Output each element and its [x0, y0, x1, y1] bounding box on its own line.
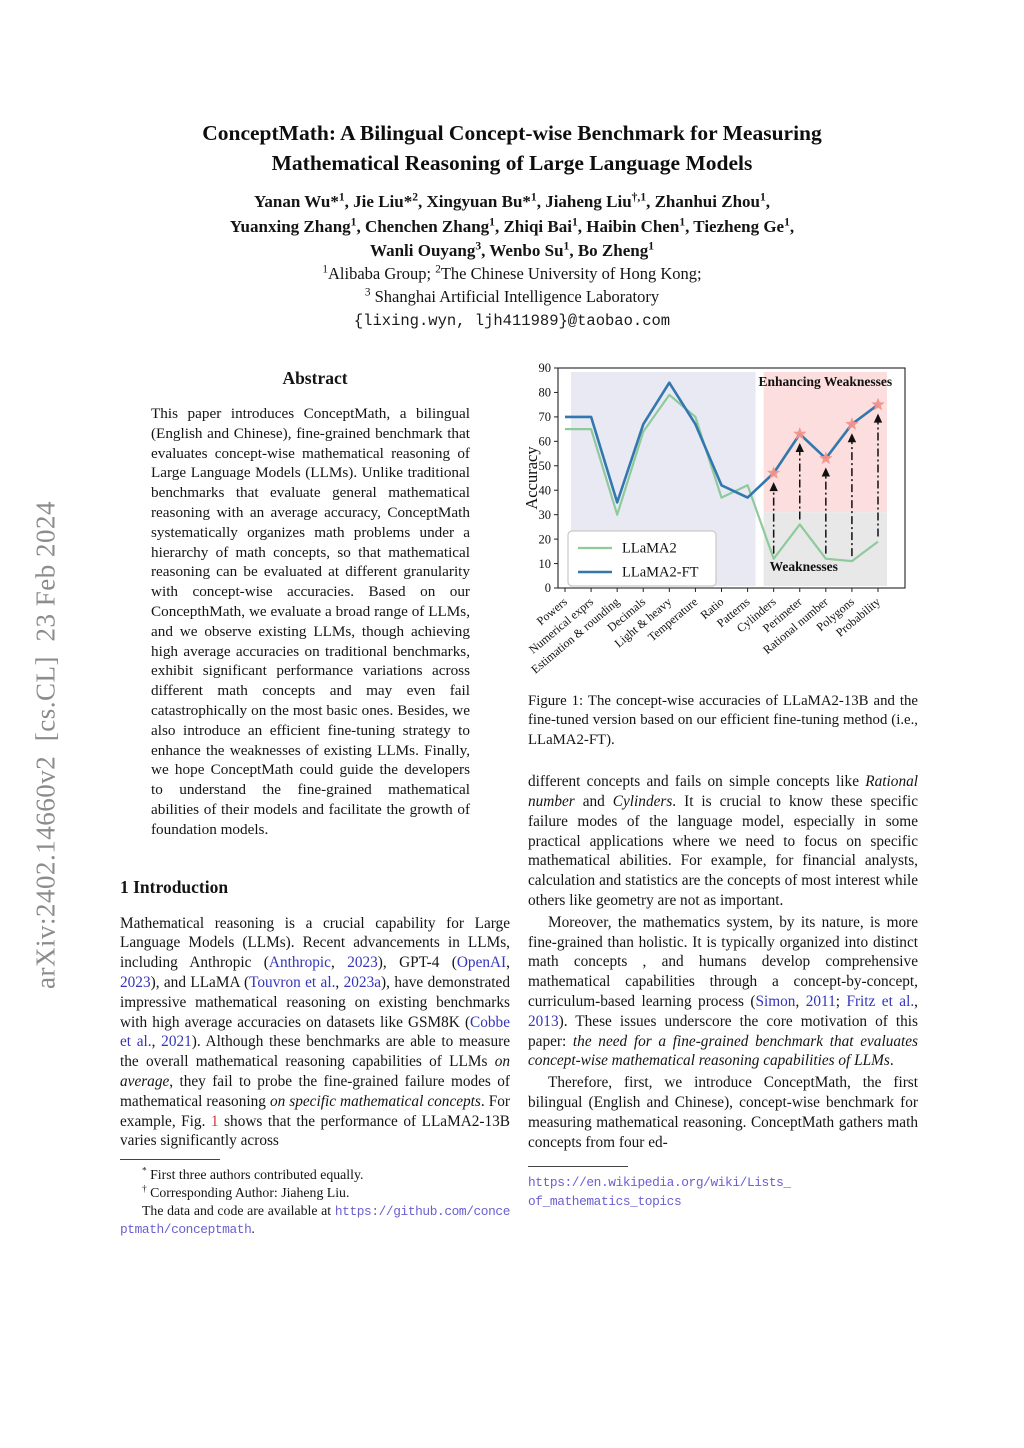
- superscript: *: [142, 1166, 147, 1177]
- footnote-code-link: The data and code are available at https…: [120, 1202, 510, 1238]
- superscript: 1: [489, 214, 495, 228]
- superscript: 2: [412, 190, 418, 204]
- superscript: 1: [563, 239, 570, 253]
- footnote-equal-contribution: * First three authors contributed equall…: [142, 1166, 364, 1183]
- url-link[interactable]: https://github.com/conceptmath/conceptma…: [120, 1203, 510, 1238]
- citation-link[interactable]: 2011: [805, 992, 836, 1010]
- abstract-text: This paper introduces ConceptMath, a bil…: [151, 405, 470, 838]
- citation-link[interactable]: Cobbe et al.: [120, 1013, 510, 1051]
- citation-link[interactable]: 2023: [120, 973, 151, 991]
- footnote-rule: [528, 1166, 628, 1168]
- superscript: 1: [759, 190, 766, 204]
- contact-email: {lixing.wyn, ljh411989}@taobao.com: [353, 312, 671, 330]
- body-paragraph: different concepts and fails on simple c…: [528, 773, 918, 909]
- italic-text: on specific mathematical concepts: [269, 1092, 481, 1110]
- figure1-caption: Figure 1: The concept-wise accuracies of…: [528, 693, 918, 748]
- svg-text:LLaMA2-FT: LLaMA2-FT: [622, 565, 699, 581]
- svg-text:80: 80: [539, 386, 552, 400]
- url-link[interactable]: of_mathematics_topics: [528, 1194, 682, 1210]
- url-link[interactable]: https://en.wikipedia.org/wiki/Lists_: [528, 1175, 791, 1191]
- intro-paragraph: Mathematical reasoning is a crucial capa…: [120, 914, 510, 1150]
- figure-ref-link[interactable]: 1: [210, 1112, 219, 1130]
- superscript: 2: [435, 263, 441, 276]
- superscript: 1: [322, 263, 328, 276]
- citation-link[interactable]: Fritz et al.: [846, 992, 915, 1010]
- paper-title: ConceptMath: A Bilingual Concept-wise Be…: [0, 118, 1024, 178]
- superscript: †: [142, 1184, 147, 1195]
- author-list: Yanan Wu*1, Jie Liu*2, Xingyuan Bu*1, Ji…: [0, 190, 1024, 264]
- right-column: 0 10 20 30 40 50 60 70 80 90 Powers Numerical exprs…: [522, 360, 918, 1211]
- svg-text:60: 60: [539, 435, 552, 449]
- body-paragraph: Moreover, the mathematics system, by its…: [528, 913, 918, 1070]
- superscript: 1: [530, 190, 537, 204]
- superscript: 1: [350, 214, 357, 228]
- italic-text: Rational number: [528, 773, 918, 811]
- superscript: 1: [784, 214, 790, 228]
- superscript: 1: [571, 214, 578, 228]
- italic-text: on average: [120, 1053, 510, 1090]
- right-footnote-block: https://en.wikipedia.org/wiki/Lists_ of_m…: [528, 1166, 918, 1211]
- section-heading-introduction: 1 Introduction: [120, 876, 229, 897]
- author-line: Yuanxing Zhang1, Chenchen Zhang1, Zhiqi …: [229, 214, 795, 236]
- abstract-heading: Abstract: [282, 368, 348, 388]
- citation-link[interactable]: Anthropic: [268, 954, 331, 972]
- left-footnote-block: * First three authors contributed equall…: [120, 1159, 510, 1239]
- affiliation-line: 1Alibaba Group; 2The Chinese University …: [322, 263, 702, 283]
- citation-link[interactable]: 2013: [528, 1012, 559, 1030]
- svg-text:30: 30: [539, 508, 552, 522]
- svg-text:40: 40: [539, 483, 552, 497]
- svg-text:0: 0: [545, 581, 551, 595]
- superscript: 3: [475, 239, 482, 253]
- left-column: Abstract This paper introduces ConceptMa…: [120, 360, 510, 1239]
- svg-text:Weaknesses: Weaknesses: [770, 559, 838, 574]
- citation-link[interactable]: 2021: [161, 1033, 192, 1051]
- arxiv-sidebar-label: arXiv:2402.14660v2 [cs.CL] 23 Feb 2024: [30, 501, 61, 989]
- paper-title-line2: Mathematical Reasoning of Large Language…: [271, 151, 753, 175]
- affiliation-line: 3 Shanghai Artificial Intelligence Labor…: [364, 286, 660, 306]
- author-line: Wanli Ouyang3, Wenbo Su1, Bo Zheng1: [370, 239, 654, 260]
- footnote-rule: [120, 1159, 220, 1161]
- superscript: 1: [679, 214, 686, 228]
- citation-link[interactable]: Simon: [755, 992, 796, 1010]
- body-paragraph: Therefore, first, we introduce ConceptMa…: [528, 1074, 918, 1151]
- citation-link[interactable]: OpenAI: [456, 954, 507, 972]
- italic-text: the need for a fine-grained benchmark th…: [528, 1032, 918, 1070]
- footnote-wikipedia-link: https://en.wikipedia.org/wiki/Lists_ of_m…: [528, 1173, 918, 1211]
- svg-text:Accuracy: Accuracy: [522, 446, 541, 510]
- figure1: 0 10 20 30 40 50 60 70 80 90 Powers Numerical exprs…: [522, 360, 918, 690]
- superscript: 1: [648, 239, 654, 253]
- svg-text:20: 20: [539, 532, 552, 546]
- paper-title-line1: ConceptMath: A Bilingual Concept-wise Be…: [202, 121, 822, 145]
- svg-text:50: 50: [539, 459, 552, 473]
- italic-text: Cylinders: [612, 793, 673, 811]
- superscript: 3: [364, 286, 371, 299]
- affiliations: 1Alibaba Group; 2The Chinese University …: [0, 262, 1024, 308]
- svg-text:70: 70: [539, 410, 552, 424]
- citation-link[interactable]: 2023a: [343, 973, 382, 991]
- footnote-corresponding-author: † Corresponding Author: Jiaheng Liu.: [142, 1184, 350, 1200]
- superscript: 1: [338, 190, 345, 204]
- svg-text:LLaMA2: LLaMA2: [622, 541, 677, 557]
- citation-link[interactable]: Touvron et al.: [249, 973, 336, 991]
- svg-text:90: 90: [539, 361, 552, 375]
- svg-text:10: 10: [539, 557, 552, 571]
- author-line: Yanan Wu*1, Jie Liu*2, Xingyuan Bu*1, Ji…: [253, 190, 771, 211]
- svg-text:Enhancing Weaknesses: Enhancing Weaknesses: [758, 374, 892, 389]
- citation-link[interactable]: 2023: [347, 954, 378, 972]
- superscript: †,1: [631, 190, 647, 204]
